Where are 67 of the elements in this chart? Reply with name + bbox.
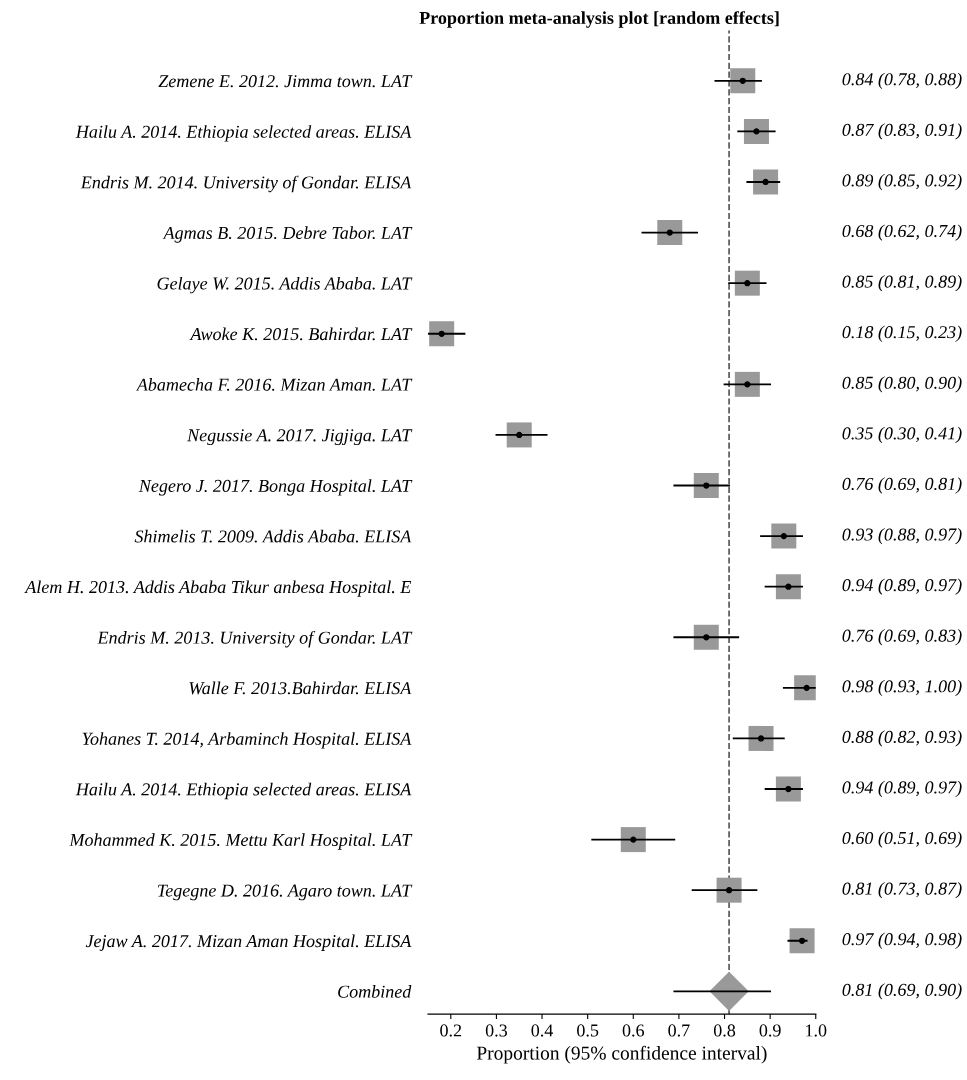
y-tick-label: Shimelis T. 2009. Addis Ababa. ELISA bbox=[134, 529, 412, 543]
point bbox=[506, 422, 532, 448]
point bbox=[429, 321, 455, 347]
y-tick-label: Mohammed K. 2015. Mettu Karl Hospital. LAT bbox=[69, 833, 413, 850]
x-tick-label: 0.8 bbox=[713, 1024, 736, 1037]
data-label: 0.68 (0.62, 0.74) bbox=[842, 224, 962, 241]
x-tick-label: 0.6 bbox=[622, 1024, 645, 1037]
point bbox=[620, 827, 646, 853]
data-label: 0.93 (0.88, 0.97) bbox=[842, 527, 962, 545]
y-tick-label: Jejaw A. 2017. Mizan Aman Hospital. ELISA bbox=[85, 934, 412, 951]
y-tick-label: Gelaye W. 2015. Addis Ababa. LAT bbox=[157, 276, 413, 294]
data-label: 0.87 (0.83, 0.91) bbox=[842, 123, 962, 140]
x-tick-label: 0.7 bbox=[668, 1024, 690, 1037]
y-tick-label: Yohanes T. 2014, Arbaminch Hospital. ELISA bbox=[82, 732, 412, 749]
data-label: 0.94 (0.89, 0.97) bbox=[842, 780, 962, 798]
point bbox=[730, 68, 756, 94]
data-label: 0.89 (0.85, 0.92) bbox=[842, 173, 962, 191]
data-label: 0.76 (0.69, 0.83) bbox=[842, 629, 962, 646]
data-label: 0.76 (0.69, 0.81) bbox=[842, 477, 962, 494]
y-tick-label: Combined bbox=[338, 985, 412, 998]
y-tick-label: Hailu A. 2014. Ethiopia selected areas. ELISA bbox=[75, 782, 412, 800]
data-label: 0.85 (0.80, 0.90) bbox=[842, 376, 962, 393]
point bbox=[693, 473, 719, 499]
text: 0.81 (0.69, 0.90) bbox=[842, 983, 962, 1000]
y-tick-label: Negussie A. 2017. Jigjiga. LAT bbox=[187, 429, 413, 446]
point bbox=[734, 371, 760, 397]
x-tick-label: 1.0 bbox=[806, 1024, 827, 1037]
x-tick-label: 0.4 bbox=[531, 1024, 554, 1037]
y-tick-label: Agmas B. 2015. Debre Tabor. LAT bbox=[162, 226, 413, 243]
x-tick-label: 0.3 bbox=[485, 1024, 507, 1037]
data-label: 0.35 (0.30, 0.41) bbox=[842, 426, 962, 444]
data-label: 0.98 (0.93, 1.00) bbox=[842, 679, 962, 697]
data-label: 0.85 (0.81, 0.89) bbox=[842, 274, 962, 292]
x-tick-label: 0.2 bbox=[440, 1024, 462, 1037]
point bbox=[709, 971, 749, 1011]
x-tick-label: 0.5 bbox=[577, 1024, 599, 1037]
y-tick-label: Endris M. 2013. University of Gondar. LAT bbox=[97, 630, 413, 648]
y-tick-label: Hailu A. 2014. Ethiopia selected areas. ELISA bbox=[75, 125, 412, 142]
data-label: 0.94 (0.89, 0.97) bbox=[842, 578, 962, 595]
point bbox=[716, 877, 742, 903]
data-label: 0.18 (0.15, 0.23) bbox=[842, 325, 962, 342]
point bbox=[657, 220, 683, 246]
point bbox=[734, 270, 760, 296]
data-label: 0.88 (0.82, 0.93) bbox=[842, 730, 962, 747]
y-tick-label: Negero J. 2017. Bonga Hospital. LAT bbox=[138, 479, 413, 496]
data-label: 0.81 (0.73, 0.87) bbox=[842, 882, 962, 899]
x-axis-title: Proportion (95% confidence interval) bbox=[476, 1045, 767, 1064]
point bbox=[789, 928, 815, 954]
data-label: 0.84 (0.78, 0.88) bbox=[842, 72, 962, 90]
y-tick-label: Abamecha F. 2016. Mizan Aman. LAT bbox=[135, 378, 413, 391]
data-label: 0.60 (0.51, 0.69) bbox=[842, 831, 962, 848]
y-tick-label: Tegegne D. 2016. Agaro town. LAT bbox=[158, 884, 413, 901]
point bbox=[771, 523, 797, 549]
point bbox=[753, 169, 779, 195]
data-label: 0.97 (0.94, 0.98) bbox=[842, 932, 962, 949]
point bbox=[775, 776, 801, 802]
y-tick-label: Zemene E. 2012. Jimma town. LAT bbox=[158, 75, 413, 88]
point bbox=[775, 574, 801, 600]
y-tick-label: Endris M. 2014. University of Gondar. ELISA bbox=[80, 175, 412, 193]
point bbox=[693, 624, 719, 650]
chart-title: Proportion meta-analysis plot [random effects] bbox=[419, 11, 779, 28]
y-tick-label: Alem H. 2013. Addis Ababa Tikur anbesa Hospital. E bbox=[24, 580, 412, 597]
y-tick-label: Awoke K. 2015. Bahirdar. LAT bbox=[189, 327, 413, 341]
point bbox=[743, 118, 769, 144]
point bbox=[748, 725, 774, 751]
y-tick-label: Walle F. 2013.Bahirdar. ELISA bbox=[189, 681, 412, 695]
x-tick-label: 0.9 bbox=[759, 1024, 781, 1037]
